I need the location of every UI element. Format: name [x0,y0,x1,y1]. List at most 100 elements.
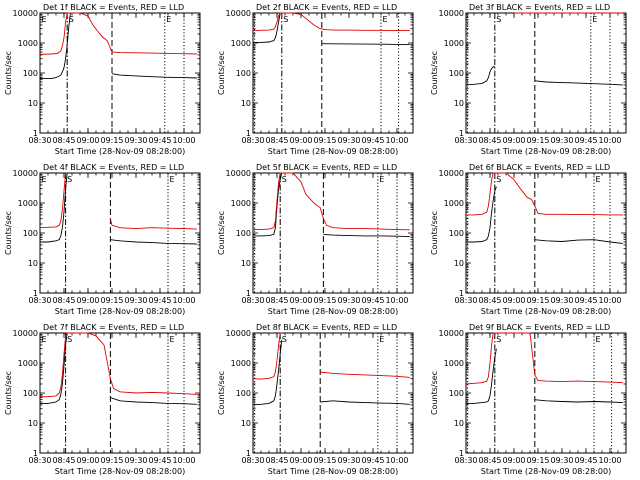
lld-series-line [466,172,623,216]
y-tick-label: 1000 [18,39,38,48]
x-tick-label: 08:30 [241,136,264,145]
y-tick-label: 100 [236,69,251,78]
detector-panel: Det 6f BLACK = Events, RED = LLD Counts/s… [430,163,627,316]
x-axis-label: Start Time (28-Nov-09 08:28:00) [268,467,398,476]
lld-series-line [252,12,410,32]
y-tick-label: 100 [23,69,38,78]
x-tick-label: 09:15 [526,136,549,145]
event-marker-label: E [42,175,47,184]
x-tick-label: 09:45 [361,296,384,305]
panel-title: Det 4f BLACK = Events, RED = LLD [43,163,184,172]
event-marker-label: E [592,15,597,24]
y-axis-label: Counts/sec [217,51,226,95]
y-tick-label: 10 [28,419,38,428]
event-marker-label: S [69,15,74,24]
x-axis-label: Start Time (28-Nov-09 08:28:00) [55,147,185,156]
event-marker-label: S [496,15,501,24]
x-tick-label: 09:00 [76,296,99,305]
x-axis-label: Start Time (28-Nov-09 08:28:00) [481,307,611,316]
detector-panel: Det 5f BLACK = Events, RED = LLD Counts/s… [217,163,414,316]
x-tick-label: 08:30 [454,456,477,465]
event-marker-label: E [42,335,47,344]
y-tick-label: 1000 [231,359,251,368]
event-marker-label: S [496,335,501,344]
y-tick-label: 10000 [439,9,464,18]
detector-panel: Det 3f BLACK = Events, RED = LLD Counts/s… [430,3,627,156]
y-axis-label: Counts/sec [217,211,226,255]
x-tick-label: 08:45 [478,296,501,305]
x-axis-label: Start Time (28-Nov-09 08:28:00) [268,147,398,156]
detector-panel: Det 1f BLACK = Events, RED = LLD Counts/s… [4,3,201,156]
x-tick-label: 09:30 [550,296,573,305]
x-tick-label: 09:15 [313,456,336,465]
y-tick-label: 10000 [13,9,38,18]
x-tick-label: 09:30 [124,136,147,145]
events-series-line [40,332,197,405]
y-tick-label: 10 [28,259,38,268]
x-tick-label: 08:30 [241,296,264,305]
x-tick-label: 10:00 [598,136,621,145]
event-marker-label: E [379,175,384,184]
y-tick-label: 10 [241,419,251,428]
x-tick-label: 09:45 [148,296,171,305]
x-tick-label: 10:00 [598,456,621,465]
x-tick-label: 09:45 [148,456,171,465]
event-marker-label: S [282,175,287,184]
x-tick-label: 09:15 [100,456,123,465]
y-tick-label: 100 [23,389,38,398]
x-tick-label: 08:45 [265,456,288,465]
lld-series-line [39,172,197,230]
x-tick-label: 09:45 [361,456,384,465]
panel-title: Det 9f BLACK = Events, RED = LLD [469,323,610,332]
x-tick-label: 08:30 [454,136,477,145]
event-marker-label: E [379,335,384,344]
x-tick-label: 09:30 [337,296,360,305]
x-axis-label: Start Time (28-Nov-09 08:28:00) [481,147,611,156]
y-tick-label: 10000 [226,169,251,178]
y-tick-label: 10 [454,419,464,428]
x-tick-label: 09:00 [289,456,312,465]
y-axis-label: Counts/sec [4,371,13,415]
x-tick-label: 09:15 [100,136,123,145]
y-tick-label: 100 [236,229,251,238]
y-tick-label: 1 [246,289,251,298]
x-tick-label: 08:30 [454,296,477,305]
y-tick-label: 1000 [231,39,251,48]
event-marker-label: S [67,335,72,344]
y-tick-label: 1000 [444,359,464,368]
y-tick-label: 1000 [444,39,464,48]
y-tick-label: 10 [241,99,251,108]
event-marker-label: E [596,175,601,184]
y-tick-label: 100 [449,69,464,78]
y-tick-label: 1 [459,449,464,458]
events-series-line [253,172,410,238]
y-tick-label: 10000 [439,329,464,338]
x-tick-label: 09:30 [124,456,147,465]
lld-series-line [40,332,197,398]
x-tick-label: 08:45 [265,136,288,145]
x-tick-label: 09:30 [337,456,360,465]
y-axis-label: Counts/sec [4,51,13,95]
x-tick-label: 10:00 [172,136,195,145]
events-series-line [253,12,410,45]
y-tick-label: 1 [459,289,464,298]
y-tick-label: 100 [449,229,464,238]
event-marker-label: E [596,335,601,344]
panel-title: Det 2f BLACK = Events, RED = LLD [256,3,397,12]
events-series-line [466,348,623,404]
events-series-line [252,339,410,406]
event-marker-label: E [166,15,171,24]
x-tick-label: 09:00 [502,456,525,465]
y-tick-label: 10000 [226,9,251,18]
panel-title: Det 6f BLACK = Events, RED = LLD [469,163,610,172]
x-tick-label: 09:45 [574,456,597,465]
x-tick-label: 09:15 [526,296,549,305]
event-marker-label: E [383,15,388,24]
x-tick-label: 08:45 [478,136,501,145]
x-tick-label: 10:00 [385,456,408,465]
x-tick-label: 08:45 [478,456,501,465]
event-marker-label: E [170,335,175,344]
y-tick-label: 1 [33,449,38,458]
x-tick-label: 08:45 [52,136,75,145]
